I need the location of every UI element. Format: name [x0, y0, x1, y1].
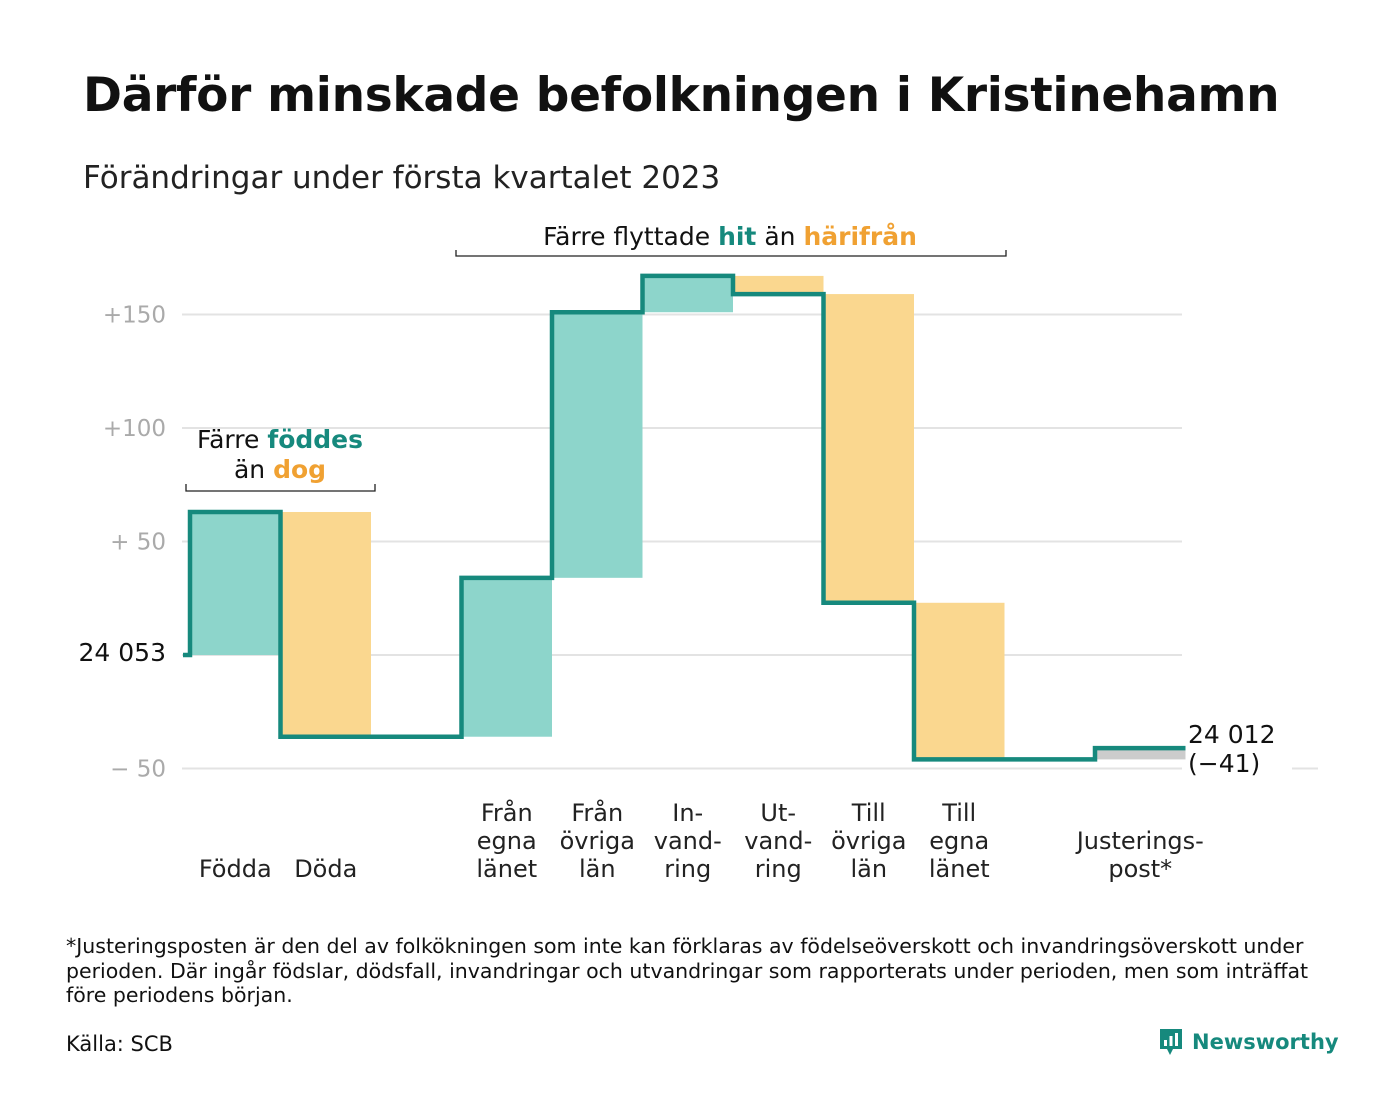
category-label: ring [755, 855, 802, 883]
waterfall-bar [552, 312, 643, 578]
category-label: Till [941, 799, 976, 827]
births-deaths-bracket [185, 484, 376, 492]
end-change-label: (−41) [1188, 749, 1260, 778]
waterfall-bar [280, 511, 371, 737]
waterfall-bar [190, 511, 281, 655]
brand-logo: Newsworthy [1158, 1027, 1339, 1057]
cumulative-step-line [183, 273, 1186, 762]
waterfall-chart: +150+100+ 50− 50 Födda DödaFrånegnalänetF… [79, 222, 1318, 883]
category-label: Till [851, 799, 886, 827]
page-title: Därför minskade befolkningen i Kristineh… [83, 68, 1280, 123]
highlight-hit: hit [718, 222, 756, 251]
births-deaths-annotation: Färre föddes än dog [185, 425, 376, 492]
waterfall-bar [461, 577, 552, 737]
waterfall-bar [733, 275, 824, 295]
category-label: In- [672, 799, 703, 827]
y-tick-label: +150 [103, 303, 166, 329]
highlight-dog: dog [273, 455, 326, 484]
category-labels: Födda DödaFrånegnalänetFrånövrigalänIn-va… [199, 798, 1204, 883]
y-tick-label: + 50 [110, 530, 166, 556]
waterfall-bar [1095, 748, 1186, 760]
migration-bracket [455, 250, 1007, 257]
births-annotation-line1: Färre föddes [197, 425, 363, 454]
births-annotation-line2: än dog [234, 455, 326, 484]
highlight-harifran: härifrån [803, 222, 916, 251]
waterfall-bar [823, 294, 914, 603]
waterfall-bar [642, 275, 733, 313]
category-label: länet [929, 855, 990, 883]
y-tick-label: +100 [103, 416, 166, 442]
category-label: övriga [560, 827, 635, 855]
source-label: Källa: SCB [66, 1032, 173, 1056]
highlight-foddes: föddes [267, 425, 363, 454]
footnote: *Justeringsposten är den del av folkökni… [66, 934, 1309, 1007]
category-label: Ut- [760, 799, 796, 827]
category-label: ring [664, 855, 711, 883]
category-label: länet [476, 855, 537, 883]
category-label: egna [929, 827, 989, 855]
migration-annotation-text: Färre flyttade hit än härifrån [543, 222, 917, 251]
category-label: län [579, 855, 616, 883]
start-value-label: 24 053 [79, 638, 166, 667]
category-label: egna [477, 827, 537, 855]
category-label: Från [571, 798, 623, 827]
step-line-layer [183, 273, 1186, 762]
bars [190, 275, 1186, 760]
category-label: län [850, 855, 887, 883]
category-label: Födda [199, 855, 272, 883]
category-label: övriga [831, 827, 906, 855]
migration-annotation: Färre flyttade hit än härifrån [455, 222, 1007, 257]
waterfall-bar [914, 602, 1005, 760]
chart-subtitle: Förändringar under första kvartalet 2023 [83, 160, 721, 196]
end-value-label: 24 012 [1188, 720, 1275, 749]
y-axis-ticks: +150 +100 + 50 − 50 [103, 303, 166, 783]
brand-name: Newsworthy [1192, 1030, 1339, 1054]
y-tick-label: − 50 [110, 757, 166, 783]
category-label: vand- [744, 827, 812, 855]
category-label: Döda [294, 855, 357, 883]
category-label: Från [481, 798, 533, 827]
category-label: Justerings- [1075, 827, 1204, 855]
category-label: post* [1108, 855, 1172, 883]
category-label: vand- [654, 827, 722, 855]
newsworthy-logo-icon [1160, 1029, 1182, 1055]
